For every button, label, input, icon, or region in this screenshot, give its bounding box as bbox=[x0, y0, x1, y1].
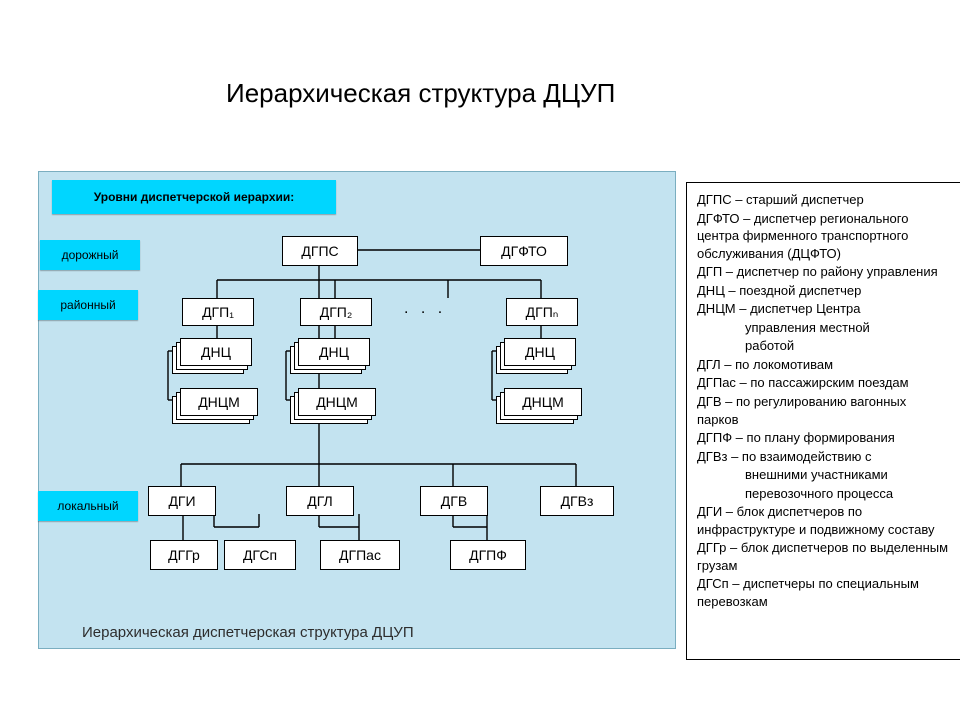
node-dnc2: ДНЦ bbox=[298, 338, 370, 366]
legend-item: ДГВз – по взаимодействию с bbox=[697, 448, 951, 466]
node-dnc1: ДНЦ bbox=[180, 338, 252, 366]
node-dgvz: ДГВз bbox=[540, 486, 614, 516]
node-dgpn: ДГПₙ bbox=[506, 298, 578, 326]
node-dgi: ДГИ bbox=[148, 486, 216, 516]
node-dggr: ДГГр bbox=[150, 540, 218, 570]
node-dgv: ДГВ bbox=[420, 486, 488, 516]
caption: Иерархическая диспетчерская структура ДЦ… bbox=[82, 624, 414, 641]
legend-item: ДГСп – диспетчеры по специальным перевоз… bbox=[697, 575, 951, 610]
legend-item: ДГГр – блок диспетчеров по выделенным гр… bbox=[697, 539, 951, 574]
node-dncmn: ДНЦМ bbox=[504, 388, 582, 416]
legend-item: внешними участниками bbox=[697, 466, 951, 484]
legend-item: ДГП – диспетчер по району управления bbox=[697, 263, 951, 281]
legend: ДГПС – старший диспетчерДГФТО – диспетче… bbox=[686, 182, 960, 660]
node-dgps: ДГПС bbox=[282, 236, 358, 266]
legend-item: перевозочного процесса bbox=[697, 485, 951, 503]
node-dncm2: ДНЦМ bbox=[298, 388, 376, 416]
legend-item: ДГЛ – по локомотивам bbox=[697, 356, 951, 374]
node-dncn: ДНЦ bbox=[504, 338, 576, 366]
node-dgfto: ДГФТО bbox=[480, 236, 568, 266]
legend-item: ДНЦМ – диспетчер Центра bbox=[697, 300, 951, 318]
legend-item: ДГИ – блок диспетчеров по инфраструктуре… bbox=[697, 503, 951, 538]
node-dgl: ДГЛ bbox=[286, 486, 354, 516]
node-dgp2: ДГП₂ bbox=[300, 298, 372, 326]
node-dncm1: ДНЦМ bbox=[180, 388, 258, 416]
legend-item: ДГФТО – диспетчер регионального центра ф… bbox=[697, 210, 951, 263]
levels-header: Уровни диспетчерской иерархии: bbox=[52, 180, 336, 214]
legend-item: ДГПФ – по плану формирования bbox=[697, 429, 951, 447]
legend-item: работой bbox=[697, 337, 951, 355]
legend-item: управления местной bbox=[697, 319, 951, 337]
node-dgpf: ДГПФ bbox=[450, 540, 526, 570]
legend-item: ДНЦ – поездной диспетчер bbox=[697, 282, 951, 300]
page-title: Иерархическая структура ДЦУП bbox=[226, 78, 615, 109]
node-dgp1: ДГП₁ bbox=[182, 298, 254, 326]
node-dgpas: ДГПас bbox=[320, 540, 400, 570]
legend-item: ДГПС – старший диспетчер bbox=[697, 191, 951, 209]
level-local: локальный bbox=[38, 491, 138, 521]
level-district: районный bbox=[38, 290, 138, 320]
legend-item: ДГПас – по пассажирским поездам bbox=[697, 374, 951, 392]
node-dgsp: ДГСп bbox=[224, 540, 296, 570]
legend-item: ДГВ – по регулированию вагонных парков bbox=[697, 393, 951, 428]
ellipsis: . . . bbox=[404, 300, 446, 318]
level-road: дорожный bbox=[40, 240, 140, 270]
